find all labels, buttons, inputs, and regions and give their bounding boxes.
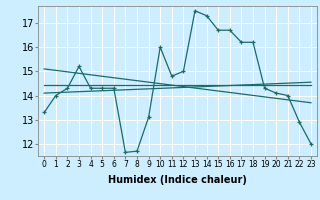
X-axis label: Humidex (Indice chaleur): Humidex (Indice chaleur) [108, 175, 247, 185]
